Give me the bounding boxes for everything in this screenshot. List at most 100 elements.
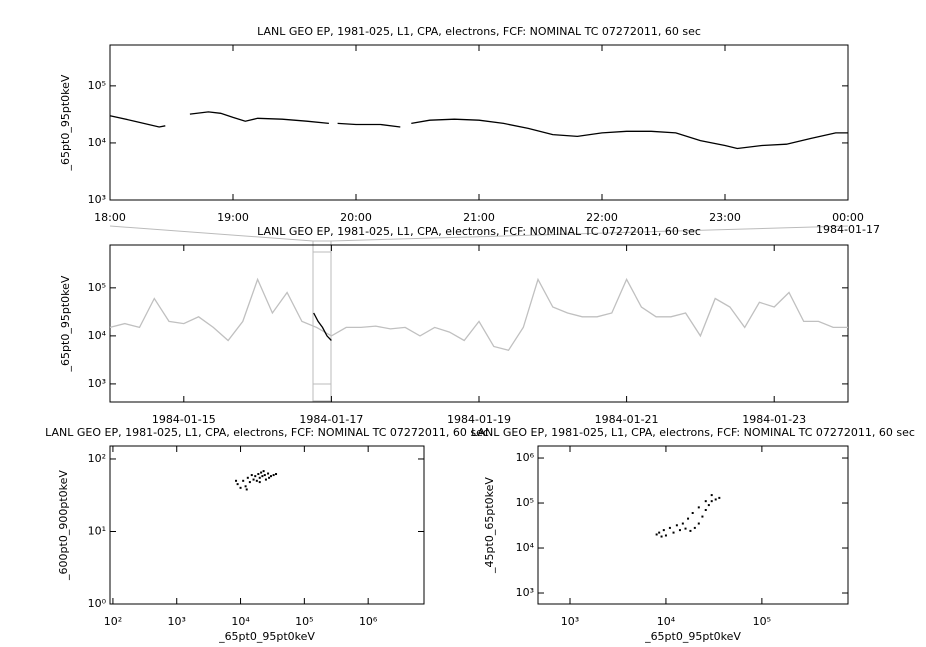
chart-panel: LANL GEO EP, 1981-025, L1, CPA, electron… [59, 25, 880, 236]
scatter-point [704, 508, 707, 511]
x-tick-label: 10² [104, 615, 122, 628]
plot-frame [109, 44, 849, 201]
scatter-point [662, 529, 665, 532]
chart-panel: LANL GEO EP, 1981-025, L1, CPA, electron… [471, 426, 915, 643]
scatter-point [672, 531, 675, 534]
y-tick-label: 10⁵ [88, 79, 106, 92]
scatter-point [704, 500, 707, 503]
scatter-point [668, 526, 671, 529]
scatter-point [258, 476, 261, 479]
scatter-point [678, 529, 681, 532]
scatter-point [245, 488, 248, 491]
x-axis-label: _65pt0_95pt0keV [218, 630, 315, 643]
y-tick-label: 10⁵ [88, 281, 106, 294]
scatter-point [248, 481, 251, 484]
zoom-connector [330, 225, 849, 242]
scatter-point [254, 475, 257, 478]
y-tick-label: 10² [88, 452, 106, 465]
scatter-point [660, 535, 663, 538]
scatter-point [697, 522, 700, 525]
x-tick-label: 20:00 [340, 211, 372, 224]
scatter-point [691, 512, 694, 515]
scatter-point [246, 476, 249, 479]
data-line [109, 277, 848, 352]
scatter-point [261, 475, 264, 478]
scatter-point [701, 515, 704, 518]
chart-title: LANL GEO EP, 1981-025, L1, CPA, electron… [257, 25, 701, 38]
x-tick-label: 10⁴ [657, 615, 676, 628]
scatter-point [275, 473, 278, 476]
y-axis-label: _600pt0_900pt0keV [57, 470, 70, 581]
scatter-point [250, 474, 253, 477]
x-tick-label: 10⁶ [359, 615, 378, 628]
y-axis-label: _45pt0_65pt0keV [483, 477, 496, 574]
x-tick-label: 10⁵ [295, 615, 313, 628]
y-tick-label: 10¹ [88, 524, 106, 537]
y-axis-label: _65pt0_95pt0keV [59, 275, 72, 372]
plot-frame [537, 445, 849, 605]
scatter-point [255, 479, 258, 482]
x-tick-label: 1984-01-19 [447, 413, 511, 426]
chart-title: LANL GEO EP, 1981-025, L1, CPA, electron… [257, 225, 701, 238]
chart-title: LANL GEO EP, 1981-025, L1, CPA, electron… [45, 426, 489, 439]
x-tick-label: 10⁴ [231, 615, 250, 628]
scatter-point [675, 524, 678, 527]
scatter-point [235, 479, 238, 482]
scatter-point [244, 485, 247, 488]
chart-title: LANL GEO EP, 1981-025, L1, CPA, electron… [471, 426, 915, 439]
zoom-indicator [109, 225, 849, 402]
scatter-point [697, 506, 700, 509]
scatter-point [264, 478, 267, 481]
y-tick-label: 10⁵ [516, 496, 534, 509]
scatter-point [269, 475, 272, 478]
plot-frame [109, 244, 849, 403]
scatter-point [258, 481, 261, 484]
y-tick-label: 10⁴ [516, 541, 535, 554]
x-tick-label: 21:00 [463, 211, 495, 224]
x-tick-label: 1984-01-15 [152, 413, 216, 426]
y-tick-label: 10⁰ [88, 597, 107, 610]
data-line [109, 111, 848, 150]
scatter-point [714, 498, 717, 501]
scatter-point [710, 500, 713, 503]
x-tick-label: 10³ [561, 615, 579, 628]
x-tick-label: 19:00 [217, 211, 249, 224]
chart-panel: LANL GEO EP, 1981-025, L1, CPA, electron… [59, 225, 849, 426]
y-axis-label: _65pt0_95pt0keV [59, 74, 72, 171]
zoom-connector [109, 225, 314, 242]
scatter-point [710, 494, 713, 497]
scatter-point [689, 529, 692, 532]
scatter-point [693, 526, 696, 529]
scatter-point [260, 471, 263, 474]
x-tick-label: 1984-01-17 [299, 413, 363, 426]
x-tick-label: 10⁵ [753, 615, 771, 628]
y-tick-label: 10³ [88, 193, 106, 206]
y-tick-label: 10³ [88, 377, 106, 390]
zoom-box [312, 240, 332, 402]
scatter-point [252, 478, 255, 481]
x-tick-label: 1984-01-23 [742, 413, 806, 426]
x-tick-label: 1984-01-21 [595, 413, 659, 426]
y-tick-label: 10³ [516, 586, 534, 599]
x-tick-label: 23:00 [709, 211, 741, 224]
scatter-point [268, 476, 271, 479]
scatter-point [242, 479, 245, 482]
y-tick-label: 10⁴ [88, 329, 107, 342]
scatter-point [664, 534, 667, 537]
scatter-point [684, 527, 687, 530]
scatter-point [239, 486, 242, 489]
scatter-point [272, 474, 275, 477]
y-tick-label: 10⁶ [516, 451, 535, 464]
scatter-point [257, 473, 260, 476]
scatter-point [236, 483, 239, 486]
scatter-point [707, 504, 710, 507]
x-tick-label: 10³ [168, 615, 186, 628]
scatter-point [687, 517, 690, 520]
scatter-point [658, 531, 661, 534]
chart-panel: LANL GEO EP, 1981-025, L1, CPA, electron… [45, 426, 489, 643]
scatter-point [267, 472, 270, 475]
scatter-point [655, 533, 658, 536]
scatter-point [718, 496, 721, 499]
